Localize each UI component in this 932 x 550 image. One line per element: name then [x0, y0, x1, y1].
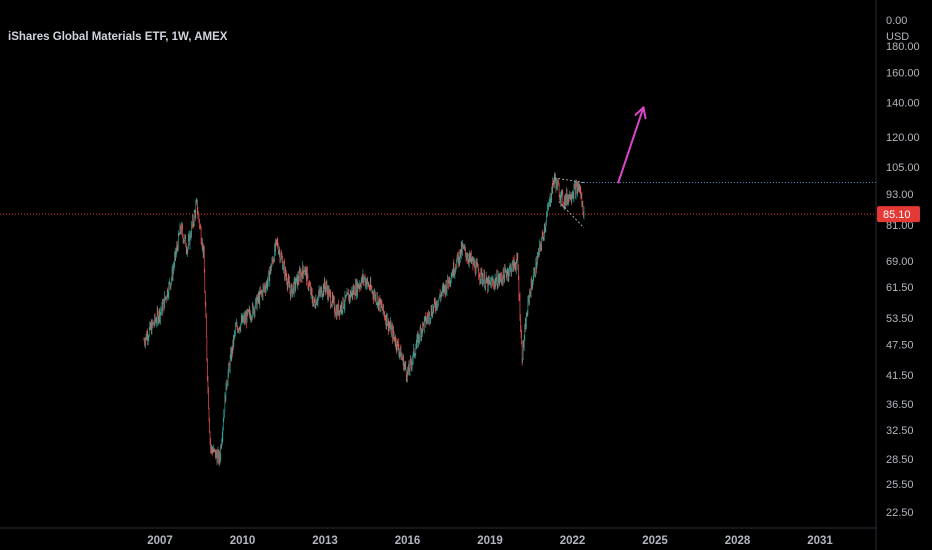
x-tick-label: 2019: [477, 535, 503, 547]
arrow-head: [642, 106, 647, 120]
wedge-upper-line: [554, 177, 585, 183]
y-tick-label: 120.00: [886, 132, 920, 144]
currency-label: USD: [886, 31, 909, 43]
y-tick-label: 160.00: [886, 68, 920, 80]
chart-title: iShares Global Materials ETF, 1W, AMEX: [8, 31, 228, 43]
y-tick-label: 36.50: [886, 399, 914, 411]
candles-layer: [143, 171, 585, 467]
y-tick-label: 47.50: [886, 340, 914, 352]
x-tick-label: 2007: [147, 535, 173, 547]
y-tick-label: 69.00: [886, 256, 914, 268]
x-tick-label: 2031: [807, 535, 833, 547]
y-tick-label: 140.00: [886, 98, 920, 110]
current-price-tag-background: [877, 206, 920, 223]
x-tick-label: 2016: [395, 535, 421, 547]
annotations-layer: [0, 106, 876, 229]
y-tick-label: 180.00: [886, 41, 920, 53]
x-axis[interactable]: 2007 2010 2013 2016 2019 2022 2025 2028 2031: [147, 535, 833, 547]
current-price-tag: 85.10: [877, 206, 920, 223]
y-tick-label: 32.50: [886, 425, 914, 437]
y-tick-label: 0.00: [886, 15, 907, 27]
y-tick-label: 53.50: [886, 313, 914, 325]
y-axis[interactable]: 0.00 180.00 160.00 140.00 120.00 105.00 93.00 8…: [886, 15, 920, 519]
x-tick-label: 2010: [230, 535, 256, 547]
arrow-head: [634, 106, 645, 116]
x-tick-label: 2028: [725, 535, 751, 547]
current-price-label: 85.10: [883, 209, 911, 221]
y-tick-label: 93.00: [886, 189, 914, 201]
x-tick-label: 2022: [560, 535, 586, 547]
y-tick-label: 105.00: [886, 162, 920, 174]
y-tick-label: 41.50: [886, 370, 914, 382]
x-tick-label: 2013: [312, 535, 338, 547]
y-tick-label: 81.00: [886, 220, 914, 232]
y-tick-label: 28.50: [886, 454, 914, 466]
arrow-shaft: [617, 106, 645, 184]
x-tick-label: 2025: [642, 535, 668, 547]
y-tick-label: 61.50: [886, 282, 914, 294]
y-tick-label: 25.50: [886, 479, 914, 491]
y-tick-label: 22.50: [886, 507, 914, 519]
